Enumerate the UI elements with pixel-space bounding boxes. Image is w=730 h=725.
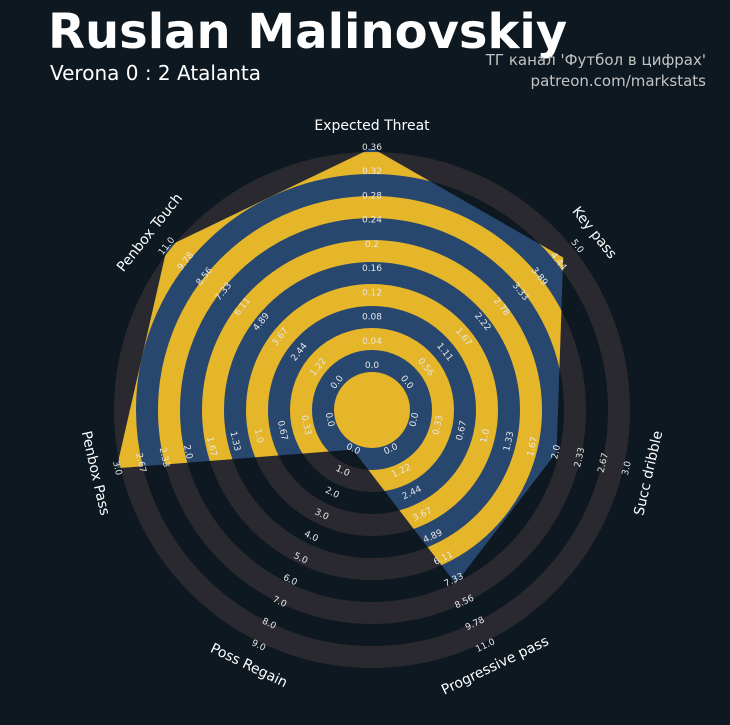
tick-label-penbox-pass: 1.33: [227, 431, 241, 453]
tick-label-penbox-pass: 1.67: [204, 436, 218, 458]
tick-label-succ-dribble: 0.33: [431, 414, 445, 436]
tick-label-expected-threat: 0.28: [362, 191, 382, 201]
tick-label-penbox-pass: 2.67: [133, 452, 147, 474]
tick-label-penbox-pass: 3.0: [110, 460, 123, 476]
tick-label-penbox-pass: 0.0: [323, 412, 336, 428]
tick-label-succ-dribble: 2.0: [550, 444, 563, 460]
tick-label-expected-threat: 0.24: [362, 216, 382, 226]
param-label-penbox-pass: Penbox Pass: [78, 429, 113, 517]
tick-label-expected-threat: 0.16: [362, 264, 382, 274]
tick-label-penbox-pass: 2.0: [181, 444, 194, 460]
tick-label-succ-dribble: 1.33: [502, 431, 516, 453]
credit-telegram: ТГ канал 'Футбол в цифрах': [485, 51, 706, 69]
tick-label-succ-dribble: 1.0: [479, 428, 492, 444]
param-label-expected-threat: Expected Threat: [314, 118, 430, 134]
tick-label-poss-regain: 2.0: [323, 486, 340, 501]
tick-label-expected-threat: 0.32: [362, 167, 382, 177]
match-subtitle: Verona 0 : 2 Atalanta: [50, 61, 262, 85]
credit-patreon: patreon.com/markstats: [530, 72, 706, 90]
player-name-title: Ruslan Malinovskiy: [48, 4, 568, 60]
tick-label-succ-dribble: 0.0: [408, 411, 421, 427]
tick-label-expected-threat: 0.2: [365, 240, 379, 250]
tick-label-expected-threat: 0.12: [362, 288, 382, 298]
tick-label-succ-dribble: 2.67: [597, 452, 611, 474]
tick-label-succ-dribble: 0.67: [455, 420, 469, 442]
tick-label-succ-dribble: 1.67: [526, 436, 540, 458]
highlighted-ring: [158, 196, 564, 584]
param-label-succ-dribble: Succ dribble: [631, 429, 666, 517]
tick-label-succ-dribble: 3.0: [621, 460, 634, 476]
tick-label-expected-threat: 0.08: [362, 313, 382, 323]
highlighted-center-disk: [334, 372, 410, 448]
tick-label-penbox-pass: 2.33: [157, 447, 171, 469]
tick-label-penbox-pass: 0.67: [275, 420, 289, 442]
tick-label-expected-threat: 0.0: [365, 361, 380, 371]
tick-label-expected-threat: 0.36: [362, 143, 382, 153]
tick-label-penbox-pass: 0.33: [298, 414, 312, 436]
tick-label-penbox-pass: 1.0: [252, 428, 265, 444]
tick-label-expected-threat: 0.04: [362, 337, 382, 347]
tick-label-succ-dribble: 2.33: [573, 447, 587, 469]
